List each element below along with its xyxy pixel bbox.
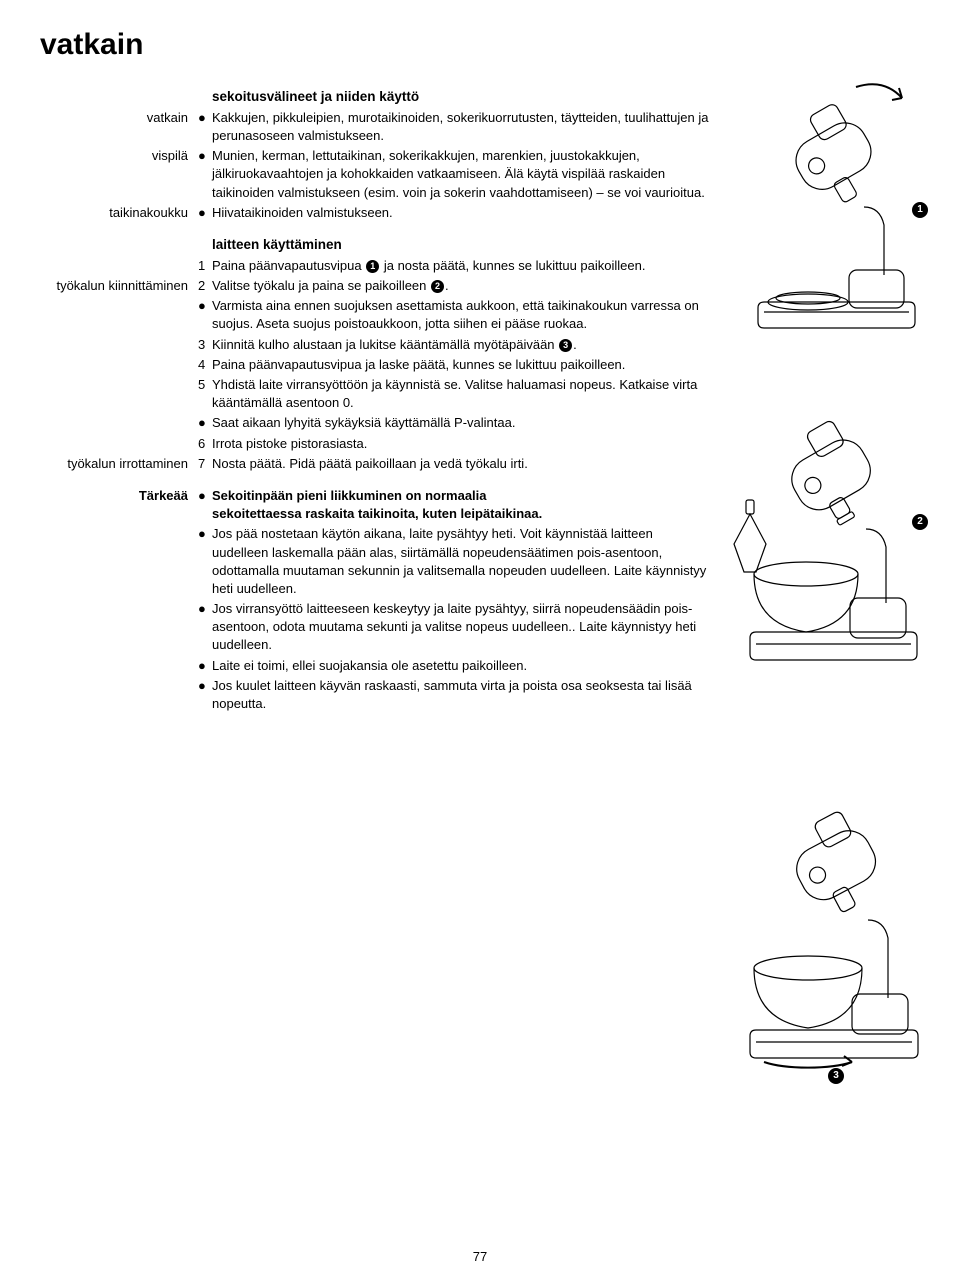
bullet: ●: [198, 204, 212, 222]
mixer-illustration-1: 1: [744, 72, 924, 332]
page-number: 77: [0, 1249, 960, 1264]
mixer-illustration-3: 3: [724, 780, 924, 1090]
row-text: Kiinnitä kulho alustaan ja lukitse käänt…: [212, 336, 920, 354]
text-post: .: [445, 278, 449, 293]
circle-ref-icon: 3: [559, 339, 572, 352]
bold-line1: Sekoitinpään pieni liikkuminen on normaa…: [212, 488, 487, 503]
text-post: ja nosta päätä, kunnes se lukittuu paiko…: [380, 258, 645, 273]
bullet: 2: [198, 277, 212, 295]
bullet: ●: [198, 487, 212, 505]
illus-badge-1-icon: 1: [912, 202, 928, 218]
bullet: ●: [198, 525, 212, 543]
text-post: .: [573, 337, 577, 352]
bullet: ●: [198, 414, 212, 432]
illus-badge-3-icon: 3: [828, 1068, 844, 1084]
bold-line2: sekoitettaessa raskaita taikinoita, kute…: [212, 506, 542, 521]
row-label: työkalun kiinnittäminen: [40, 277, 198, 295]
bullet: ●: [198, 677, 212, 695]
row-text: Paina päänvapautusvipua ja laske päätä, …: [212, 356, 920, 374]
row-label: taikinakoukku: [40, 204, 198, 222]
text-pre: Valitse työkalu ja paina se paikoilleen: [212, 278, 430, 293]
mixer-illustration-2: 2: [724, 384, 924, 684]
circle-ref-icon: 2: [431, 280, 444, 293]
bullet: 1: [198, 257, 212, 275]
bullet: ●: [198, 657, 212, 675]
bullet: 7: [198, 455, 212, 473]
bullet: 3: [198, 336, 212, 354]
bullet: ●: [198, 600, 212, 618]
row-label: vatkain: [40, 109, 198, 127]
row-label: vispilä: [40, 147, 198, 165]
bullet: 4: [198, 356, 212, 374]
row-label-important: Tärkeää: [40, 487, 198, 505]
page-title: vatkain: [40, 28, 920, 62]
bullet: 5: [198, 376, 212, 394]
circle-ref-icon: 1: [366, 260, 379, 273]
bullet: ●: [198, 297, 212, 315]
text-pre: Paina päänvapautusvipua: [212, 258, 365, 273]
bullet: ●: [198, 147, 212, 165]
bullet: ●: [198, 109, 212, 127]
illus-badge-2-icon: 2: [912, 514, 928, 530]
text-pre: Kiinnitä kulho alustaan ja lukitse käänt…: [212, 337, 558, 352]
bullet: 6: [198, 435, 212, 453]
row-label: työkalun irrottaminen: [40, 455, 198, 473]
